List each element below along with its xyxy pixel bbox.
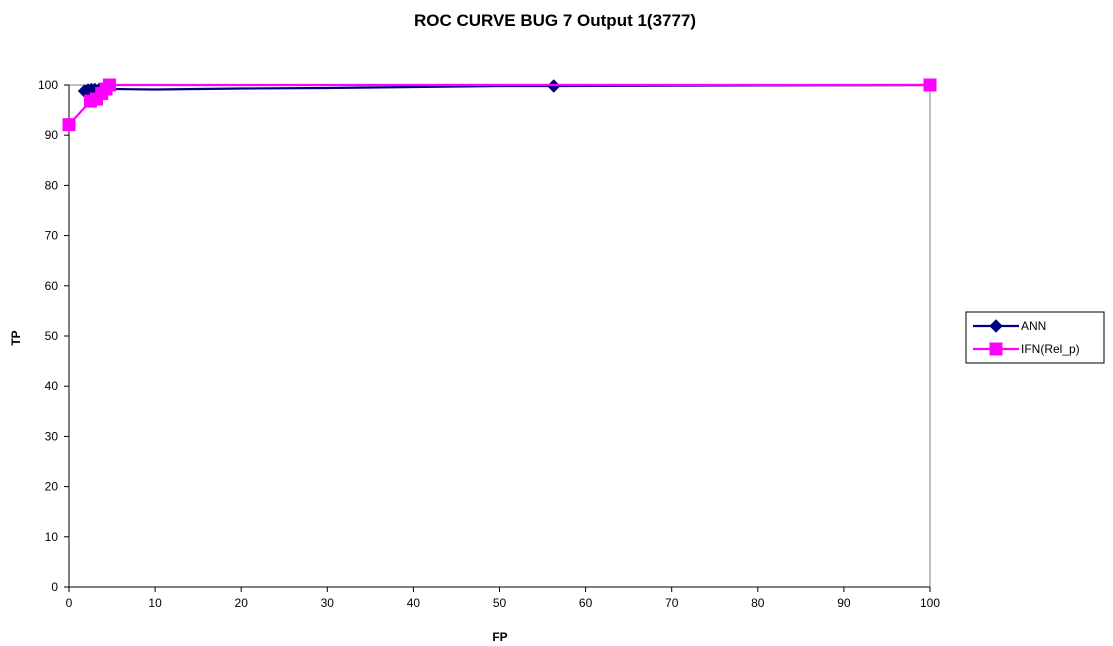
y-tick-label: 100: [38, 78, 58, 92]
point-ifn-rel-p: [62, 118, 76, 132]
y-tick-label: 70: [45, 229, 59, 243]
y-tick-label: 10: [45, 530, 59, 544]
x-tick-label: 20: [235, 596, 249, 610]
point-ifn-rel-p: [102, 78, 116, 92]
x-tick-label: 0: [66, 596, 73, 610]
series-layer: [62, 78, 937, 132]
y-tick-label: 40: [45, 379, 59, 393]
x-tick-label: 70: [665, 596, 679, 610]
plot-area: [68, 84, 931, 588]
legend-entries: ANN IFN(Rel_p): [973, 319, 1080, 356]
series-ifn-rel-p: [62, 78, 937, 132]
x-tick-label: 30: [321, 596, 335, 610]
legend-label-ann: ANN: [1021, 319, 1046, 333]
x-axis-ticks: 0 10 20 30 40 50 60 70 80 90 100: [66, 587, 940, 610]
x-tick-label: 50: [493, 596, 507, 610]
x-tick-label: 90: [837, 596, 851, 610]
y-tick-label: 20: [45, 480, 59, 494]
y-tick-label: 80: [45, 178, 59, 192]
x-tick-label: 100: [920, 596, 940, 610]
x-tick-label: 10: [148, 596, 162, 610]
y-tick-label: 50: [45, 329, 59, 343]
legend-label-ifn-rel-p: IFN(Rel_p): [1021, 342, 1080, 356]
x-tick-label: 60: [579, 596, 593, 610]
y-axis-title: TP: [9, 330, 23, 345]
point-ifn-rel-p: [923, 78, 937, 92]
y-tick-label: 30: [45, 429, 59, 443]
chart-title: ROC CURVE BUG 7 Output 1(3777): [414, 11, 696, 30]
legend-box: [965, 311, 1105, 364]
y-axis-ticks: 0 10 20 30 40 50 60 70 80 90 100: [38, 78, 69, 594]
y-tick-label: 60: [45, 279, 59, 293]
x-tick-label: 80: [751, 596, 765, 610]
y-tick-label: 90: [45, 128, 59, 142]
x-axis-title: FP: [492, 630, 507, 644]
legend: ANN IFN(Rel_p): [965, 311, 1105, 364]
x-tick-label: 40: [407, 596, 421, 610]
legend-marker-ifn-rel-p: [989, 342, 1003, 356]
legend-marker-ann: [989, 319, 1003, 333]
y-tick-label: 0: [51, 580, 58, 594]
